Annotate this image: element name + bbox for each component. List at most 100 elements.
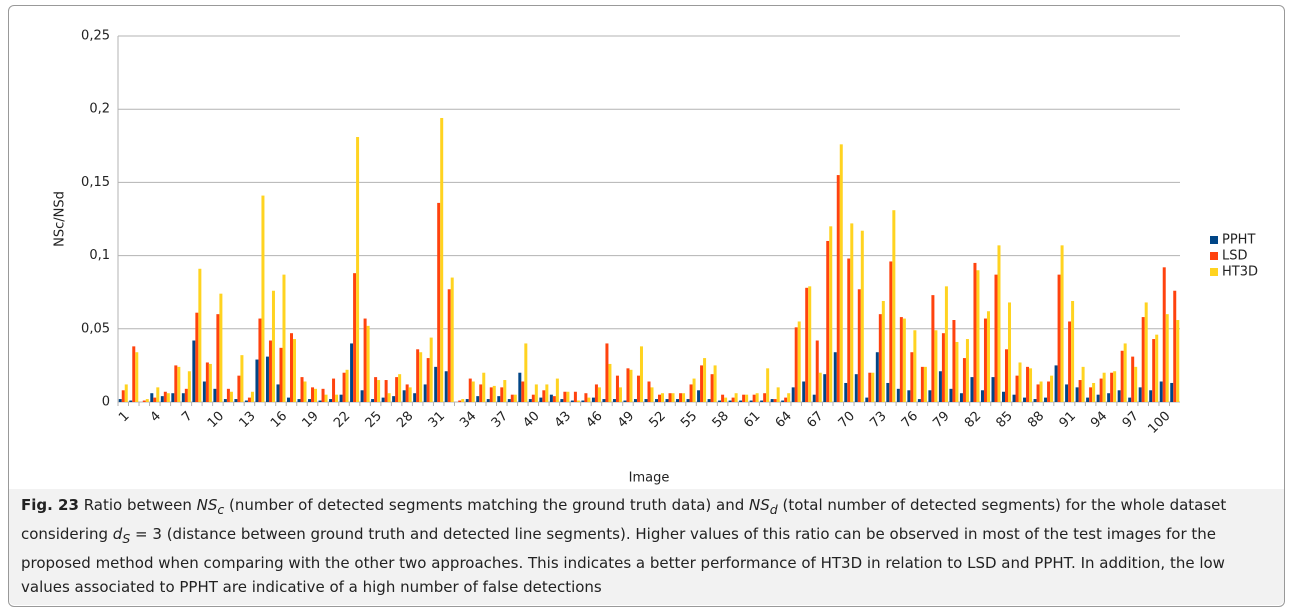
bar (1176, 320, 1180, 402)
bar (980, 390, 984, 402)
bar (710, 374, 714, 402)
bar (374, 377, 378, 402)
bar (447, 289, 451, 402)
bar (339, 394, 343, 402)
bar (318, 400, 322, 402)
bar (177, 366, 181, 402)
bar (615, 375, 619, 402)
bar (513, 394, 517, 402)
bar (198, 268, 202, 402)
bar (461, 399, 465, 402)
bar (156, 387, 160, 402)
bar (250, 391, 254, 402)
bar (878, 314, 882, 402)
bar (479, 384, 483, 402)
bar (676, 399, 680, 402)
bar (836, 175, 840, 402)
bar (692, 378, 696, 402)
bar (854, 374, 858, 402)
bar (1144, 302, 1148, 402)
bar (518, 372, 522, 402)
bar (476, 396, 480, 402)
x-tick-label: 31 (426, 409, 448, 431)
bar (639, 346, 643, 402)
bar (213, 388, 217, 402)
bar (247, 397, 251, 402)
bar (384, 380, 388, 402)
bar (1113, 371, 1117, 402)
x-tick-label: 49 (615, 409, 637, 431)
caption-label: Fig. 23 (21, 496, 79, 514)
bar (129, 400, 133, 402)
y-tick-label: 0 (102, 395, 110, 410)
bar (237, 375, 241, 402)
bar (1096, 394, 1100, 402)
bar (697, 390, 701, 402)
bar (416, 349, 420, 402)
bar (507, 399, 511, 402)
bar (132, 346, 136, 402)
bar (636, 375, 640, 402)
bar (755, 393, 759, 402)
bar (1012, 394, 1016, 402)
bar (787, 393, 791, 402)
bar (377, 380, 381, 402)
bar (829, 226, 833, 402)
bar (226, 388, 230, 402)
x-tick-label: 28 (394, 409, 416, 431)
bar (881, 300, 885, 402)
bar (286, 397, 290, 402)
bar (658, 394, 662, 402)
bar (1033, 399, 1037, 402)
caption-text: d (769, 502, 778, 517)
bar (721, 394, 725, 402)
bar (868, 372, 872, 402)
bar (223, 399, 227, 402)
bar (602, 399, 606, 402)
bar (261, 195, 265, 402)
bar (1134, 366, 1138, 402)
y-tick-label: 0,05 (81, 321, 110, 336)
bar (686, 399, 690, 402)
bar (1054, 365, 1058, 402)
x-tick-label: 46 (583, 409, 605, 431)
bar (784, 397, 788, 402)
bar (503, 380, 507, 402)
bar (959, 393, 963, 402)
bar (815, 340, 819, 402)
y-tick-label: 0,25 (81, 29, 110, 44)
bar (166, 393, 170, 402)
bar (997, 245, 1001, 402)
x-tick-label: 67 (804, 409, 826, 431)
bar (818, 372, 822, 402)
bar (587, 397, 591, 402)
bar (745, 394, 749, 402)
bar (524, 343, 528, 402)
bar (356, 137, 360, 403)
bar (920, 366, 924, 402)
bar (570, 400, 574, 402)
bar (970, 377, 974, 402)
bar (597, 387, 601, 402)
bar (345, 369, 349, 402)
caption-text: (distance between ground truth and detec… (21, 525, 1225, 596)
bar (555, 378, 559, 402)
bar (626, 368, 630, 402)
bar (986, 311, 990, 402)
bar (763, 393, 767, 402)
bar (342, 372, 346, 402)
bar (865, 397, 869, 402)
bar (486, 399, 490, 402)
bar (363, 318, 367, 402)
bar (794, 327, 798, 402)
bar (314, 388, 318, 402)
legend-swatch (1210, 236, 1218, 244)
bar (1026, 366, 1030, 402)
bar (1005, 349, 1009, 402)
bar (405, 384, 409, 402)
bar (938, 371, 942, 402)
bar (566, 391, 570, 402)
bar (1141, 317, 1145, 402)
x-tick-label: 40 (520, 409, 542, 431)
bar (850, 223, 854, 402)
